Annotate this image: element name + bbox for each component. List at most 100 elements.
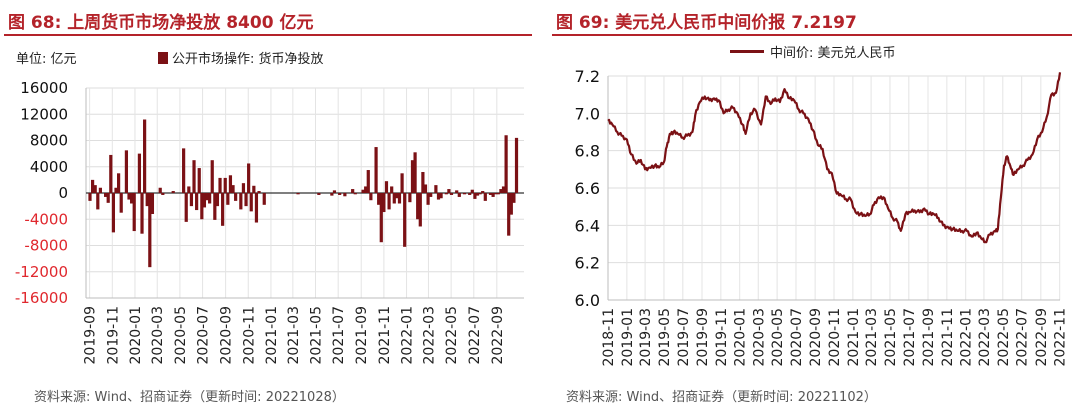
x-tick-label: 2020-05 — [770, 308, 786, 367]
x-tick-label: 2022-09 — [490, 306, 506, 365]
bar — [462, 193, 467, 195]
bar — [426, 193, 430, 205]
x-tick-label: 2019-11 — [714, 308, 730, 367]
bar — [374, 147, 378, 193]
bar — [127, 193, 131, 200]
y-tick-label: 6.6 — [575, 179, 600, 198]
bar — [195, 193, 199, 211]
left-unit-label: 单位: 亿元 — [16, 52, 77, 67]
bar — [413, 152, 417, 193]
bar — [98, 187, 103, 193]
bar — [189, 193, 194, 207]
x-tick-label: 2021-01 — [846, 308, 862, 367]
bar — [210, 160, 214, 193]
bar-legend-swatch — [158, 51, 168, 64]
bar — [488, 193, 493, 195]
bar — [213, 193, 217, 220]
bar — [114, 187, 118, 193]
bar — [228, 175, 233, 193]
bar — [353, 193, 357, 195]
left-legend: 公开市场操作: 货币净投放 — [158, 48, 324, 67]
bar — [491, 193, 495, 197]
bar — [202, 193, 207, 208]
bar — [132, 193, 136, 232]
bar — [496, 193, 500, 195]
x-tick-label: 2022-07 — [467, 306, 483, 365]
bar — [182, 148, 186, 193]
x-tick-label: 2022-11 — [1053, 308, 1069, 367]
x-tick-label: 2021-11 — [377, 306, 393, 365]
y-tick-label: 6.4 — [575, 216, 600, 235]
x-tick-label: 2022-05 — [996, 308, 1012, 367]
bar — [88, 193, 92, 201]
right-legend-label: 中间价: 美元兑人民币 — [770, 46, 896, 61]
bar — [439, 193, 443, 199]
x-tick-label: 2019-09 — [695, 308, 711, 367]
bar — [501, 186, 506, 193]
bar — [200, 193, 204, 220]
x-tick-label: 2022-01 — [959, 308, 975, 367]
bar — [158, 187, 162, 193]
bar — [494, 193, 498, 195]
bar — [262, 193, 266, 205]
bar — [317, 193, 321, 195]
bar — [418, 193, 422, 227]
y-tick-label: 6.0 — [575, 291, 600, 310]
x-tick-label: 2019-03 — [638, 308, 654, 367]
bar — [117, 173, 121, 193]
bar — [249, 193, 253, 212]
bar — [252, 185, 256, 193]
bar — [218, 177, 222, 193]
y-tick-label: 6.8 — [575, 142, 600, 161]
bar — [499, 189, 503, 193]
y-tick-label: 6.2 — [575, 254, 600, 273]
left-chart-panel: 图 68: 上周货币市场净投放 8400 亿元 单位: 亿元 公开市场操作: 货… — [4, 13, 532, 405]
bar — [478, 193, 482, 195]
bar — [338, 193, 342, 195]
bar — [234, 193, 238, 201]
bar — [470, 189, 474, 193]
bar — [364, 186, 368, 193]
bar — [244, 193, 248, 207]
bar — [296, 193, 300, 195]
bar — [205, 193, 209, 201]
left-title-rule — [4, 34, 532, 36]
bar — [384, 181, 389, 193]
bar — [241, 183, 246, 193]
bar — [434, 185, 438, 193]
x-tick-label: 2021-01 — [264, 306, 280, 365]
bar — [192, 160, 196, 193]
bar — [254, 193, 259, 223]
left-source: 资料来源: Wind、招商证券（更新时间: 20221028） — [34, 390, 345, 405]
x-tick-label: 2020-01 — [733, 308, 749, 367]
x-tick-label: 2021-09 — [354, 306, 370, 365]
bar — [382, 193, 386, 213]
bar — [124, 150, 129, 193]
y-tick-label: -4000 — [24, 210, 68, 228]
x-tick-label: 2022-05 — [444, 306, 460, 365]
bar — [423, 184, 428, 193]
y-tick-label: -16000 — [15, 289, 68, 307]
bar — [455, 190, 459, 193]
x-tick-label: 2022-03 — [977, 308, 993, 367]
x-tick-label: 2022-01 — [400, 306, 416, 365]
bar — [150, 193, 155, 214]
bar — [421, 172, 425, 193]
x-tick-label: 2021-05 — [309, 306, 325, 365]
y-tick-label: 8000 — [30, 132, 68, 150]
bar — [109, 154, 113, 193]
bar — [148, 193, 152, 268]
bar — [111, 193, 116, 233]
x-tick-label: 2021-11 — [940, 308, 956, 367]
bar — [226, 193, 230, 205]
bar — [509, 193, 513, 215]
bar — [145, 193, 149, 207]
y-tick-label: 12000 — [20, 105, 68, 123]
bar — [161, 193, 165, 195]
x-tick-label: 2021-03 — [286, 306, 302, 365]
bar — [106, 193, 110, 203]
bar — [231, 185, 235, 193]
bar — [395, 193, 399, 199]
bar — [369, 193, 373, 201]
x-tick-label: 2022-09 — [1034, 308, 1050, 367]
